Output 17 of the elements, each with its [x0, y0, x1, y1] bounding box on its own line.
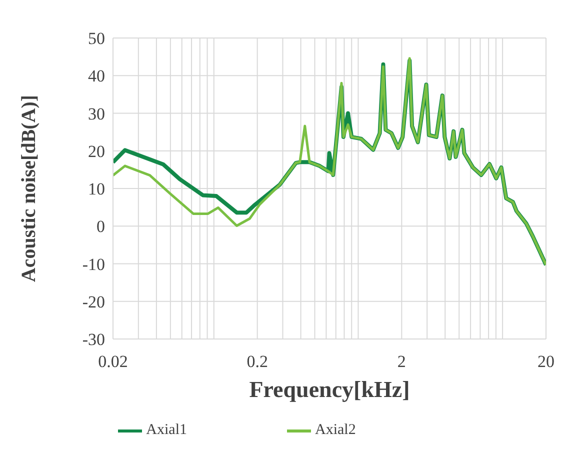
y-tick-label: 50 [88, 29, 105, 48]
y-tick-label: -10 [82, 254, 105, 274]
x-tick-label: 0.2 [246, 352, 268, 372]
legend-label: Axial2 [315, 422, 356, 438]
x-tick-label: 2 [397, 352, 406, 372]
x-tick-label: 20 [538, 352, 554, 372]
y-axis-title: Acoustic noise[dB(A)] [18, 94, 40, 282]
y-tick-label: 20 [88, 142, 105, 161]
y-tick-label: 30 [88, 104, 105, 124]
y-tick-label: 10 [88, 180, 105, 199]
x-tick-label: 0.02 [98, 352, 128, 372]
y-tick-label: 0 [96, 217, 105, 236]
y-tick-label: -30 [82, 330, 105, 350]
y-tick-label: 40 [88, 66, 105, 86]
legend-label: Axial1 [146, 422, 187, 438]
y-tick-label: -20 [82, 292, 105, 312]
x-axis-title: Frequency[kHz] [249, 377, 410, 402]
